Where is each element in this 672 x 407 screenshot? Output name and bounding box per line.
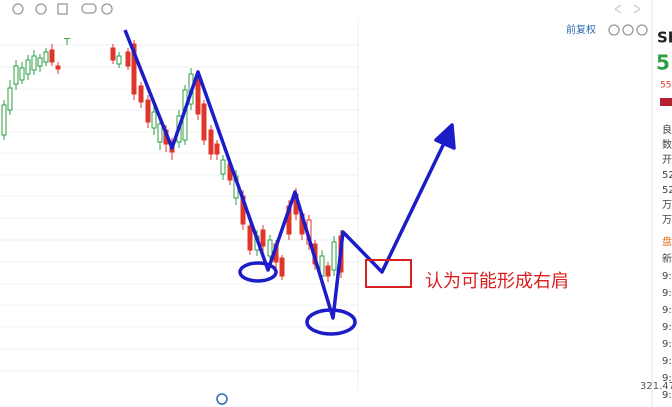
left-shoulder-circle xyxy=(238,261,278,283)
info-row: 开 xyxy=(662,155,672,166)
tool-icon[interactable] xyxy=(57,3,68,15)
tool-icon[interactable] xyxy=(101,3,113,15)
trade-time: 9: xyxy=(662,339,672,350)
tool-icon[interactable] xyxy=(12,3,24,15)
stock-change: 55 xyxy=(660,81,671,91)
undo-redo[interactable] xyxy=(614,4,641,14)
info-row: 52 xyxy=(662,185,672,196)
flag-icon xyxy=(660,98,672,106)
annotation-text: 认为可能形成右肩 xyxy=(425,271,569,292)
arrow-head xyxy=(434,123,456,150)
annotation-drawing xyxy=(123,29,456,336)
info-row: 数 xyxy=(662,138,672,151)
grid xyxy=(0,20,359,390)
nav-icon[interactable] xyxy=(216,393,228,405)
head-circle xyxy=(305,308,357,336)
trade-time: 9: xyxy=(662,322,672,333)
trade-time: 9: xyxy=(662,288,672,299)
right-shoulder-box xyxy=(365,259,412,288)
tool-icon[interactable] xyxy=(81,3,97,14)
candles xyxy=(1,40,344,282)
info-row: 万 xyxy=(662,215,672,226)
info-row: 良 xyxy=(662,123,672,136)
trade-time: 9: xyxy=(662,373,672,384)
info-row: 万 xyxy=(662,200,672,211)
minus-icon[interactable] xyxy=(622,24,634,36)
price-label: 321.478 xyxy=(640,381,672,392)
trend-line xyxy=(123,29,450,320)
adjust-button[interactable]: 前复权 xyxy=(566,23,596,36)
toolbar xyxy=(12,3,648,36)
stock-code: SI xyxy=(657,29,672,47)
section-label: 盘 xyxy=(662,235,672,248)
stock-price: 5 xyxy=(656,51,670,75)
trade-time: 9: xyxy=(662,390,672,401)
trade-time: 9: xyxy=(662,271,672,282)
trade-time: 9: xyxy=(662,305,672,316)
info-row: 52 xyxy=(662,170,672,181)
trade-time: 新 xyxy=(662,252,672,265)
tool-icon[interactable] xyxy=(35,3,47,15)
help-icon[interactable] xyxy=(608,24,620,36)
settings-icon[interactable] xyxy=(636,24,648,36)
marker: T xyxy=(63,37,71,48)
trade-time: 9: xyxy=(662,356,672,367)
